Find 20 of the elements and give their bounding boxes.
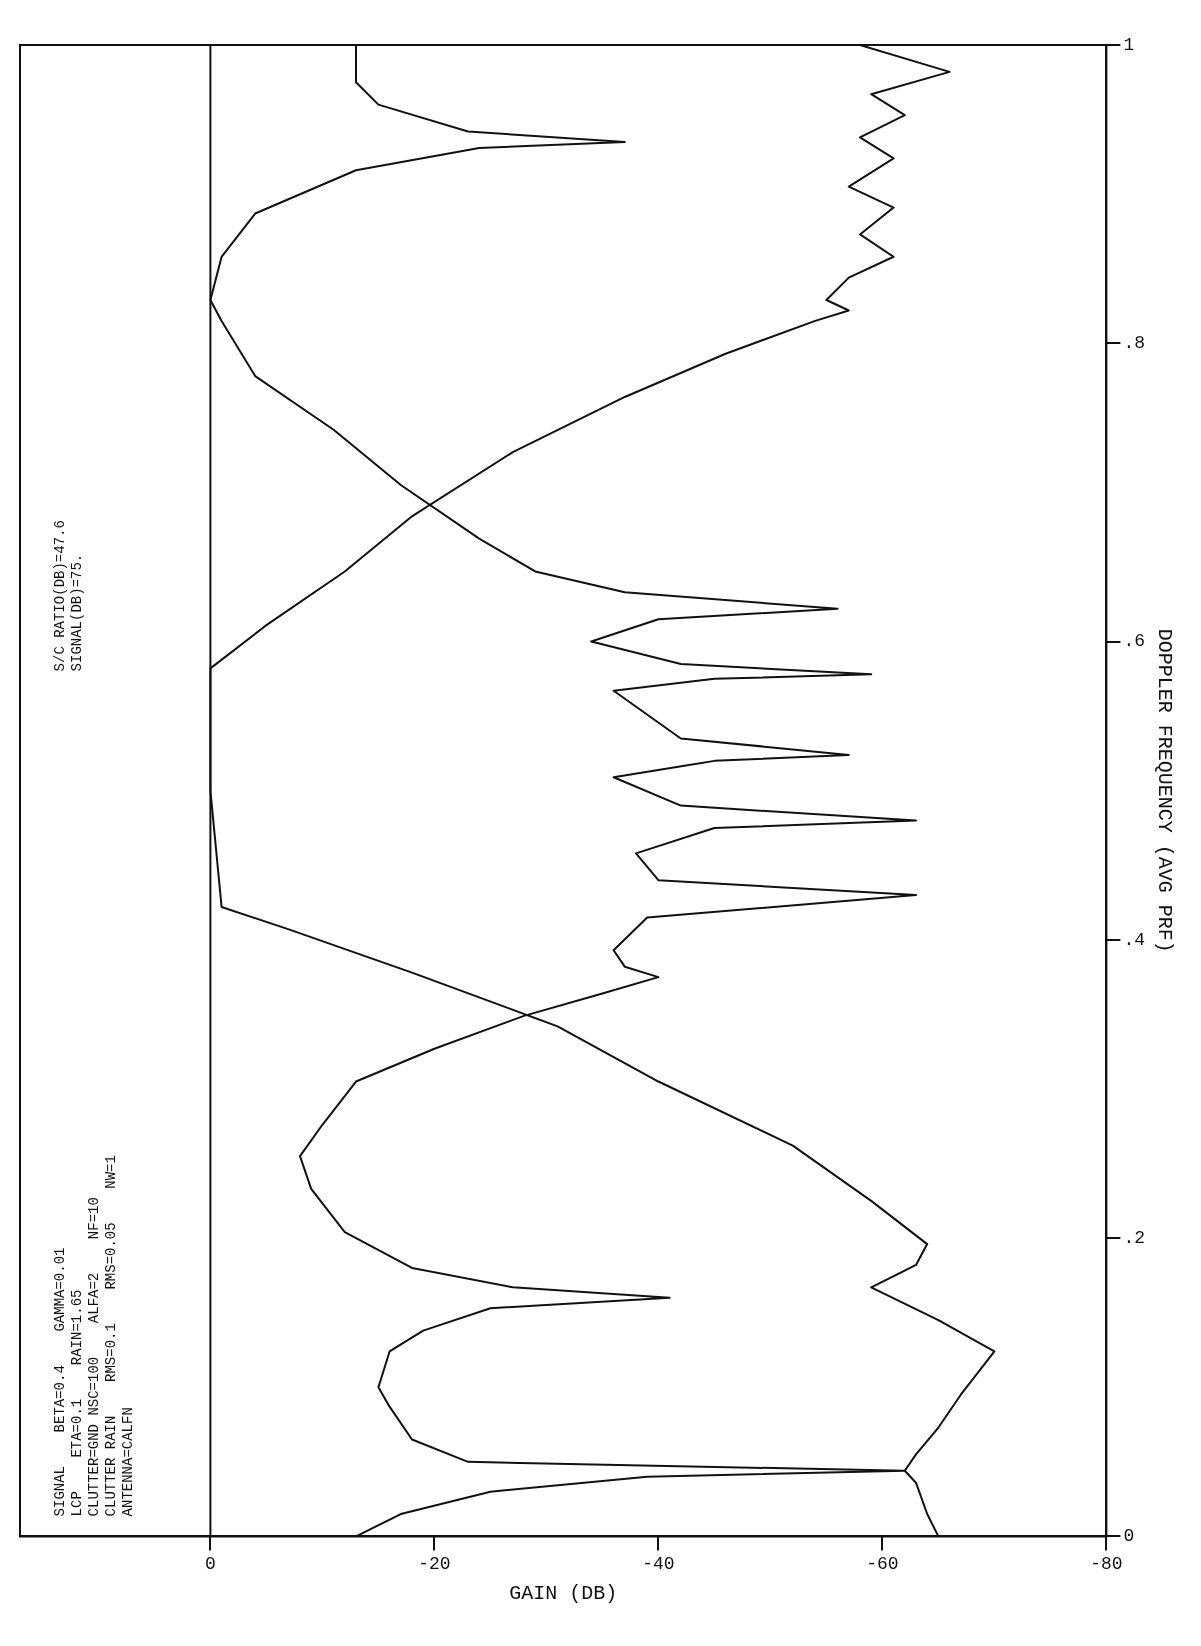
y-axis-title: DOPPLER FREQUENCY (AVG PRF) [1152, 628, 1176, 953]
annotation: S/C RATIO(DB)=47.6 [51, 520, 68, 672]
annotation: SIGNAL(DB)=75. [68, 553, 85, 672]
y-tick-label: .8 [1123, 333, 1146, 354]
y-tick-label: 1 [1123, 34, 1135, 55]
annotation: SIGNAL BETA=0.4 GAMMA=0.01 [51, 1247, 68, 1517]
x-tick-label: -60 [866, 1553, 899, 1574]
annotation: CLUTTER=GND NSC=100 ALFA=2 NF=10 [85, 1197, 102, 1517]
annotation: CLUTTER RAIN RMS=0.1 RMS=0.05 NW=1 [102, 1155, 119, 1517]
x-tick-label: -20 [418, 1553, 451, 1574]
x-tick-label: -80 [1090, 1553, 1123, 1574]
x-tick-label: 0 [204, 1553, 216, 1574]
y-tick-label: .6 [1123, 631, 1146, 652]
y-tick-label: .2 [1123, 1227, 1146, 1248]
annotation: LCP ETA=0.1 RAIN=1.65 [68, 1289, 85, 1517]
x-tick-label: -40 [642, 1553, 675, 1574]
x-axis-title: GAIN (DB) [509, 1582, 618, 1606]
annotation: ANTENNA=CALFN [119, 1407, 136, 1517]
y-tick-label: .4 [1123, 929, 1146, 950]
y-tick-label: 0 [1123, 1526, 1135, 1547]
